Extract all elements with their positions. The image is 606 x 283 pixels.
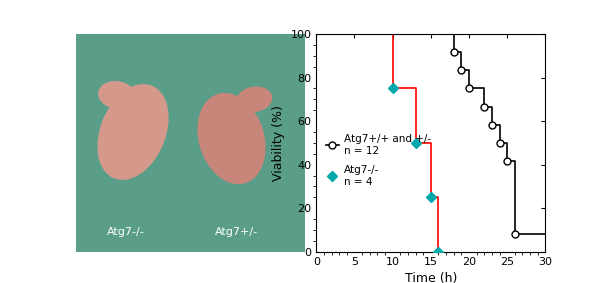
Ellipse shape — [98, 85, 168, 179]
Ellipse shape — [198, 94, 265, 183]
Text: Atg7+/-: Atg7+/- — [215, 227, 258, 237]
X-axis label: Time (h): Time (h) — [405, 272, 457, 283]
Legend: Atg7+/+ and +/-
n = 12, Atg7-/-
n = 4: Atg7+/+ and +/- n = 12, Atg7-/- n = 4 — [326, 134, 431, 186]
Ellipse shape — [99, 82, 135, 108]
Text: Atg7-/-: Atg7-/- — [107, 227, 145, 237]
Ellipse shape — [238, 87, 271, 112]
Y-axis label: Viability (%): Viability (%) — [272, 105, 285, 181]
